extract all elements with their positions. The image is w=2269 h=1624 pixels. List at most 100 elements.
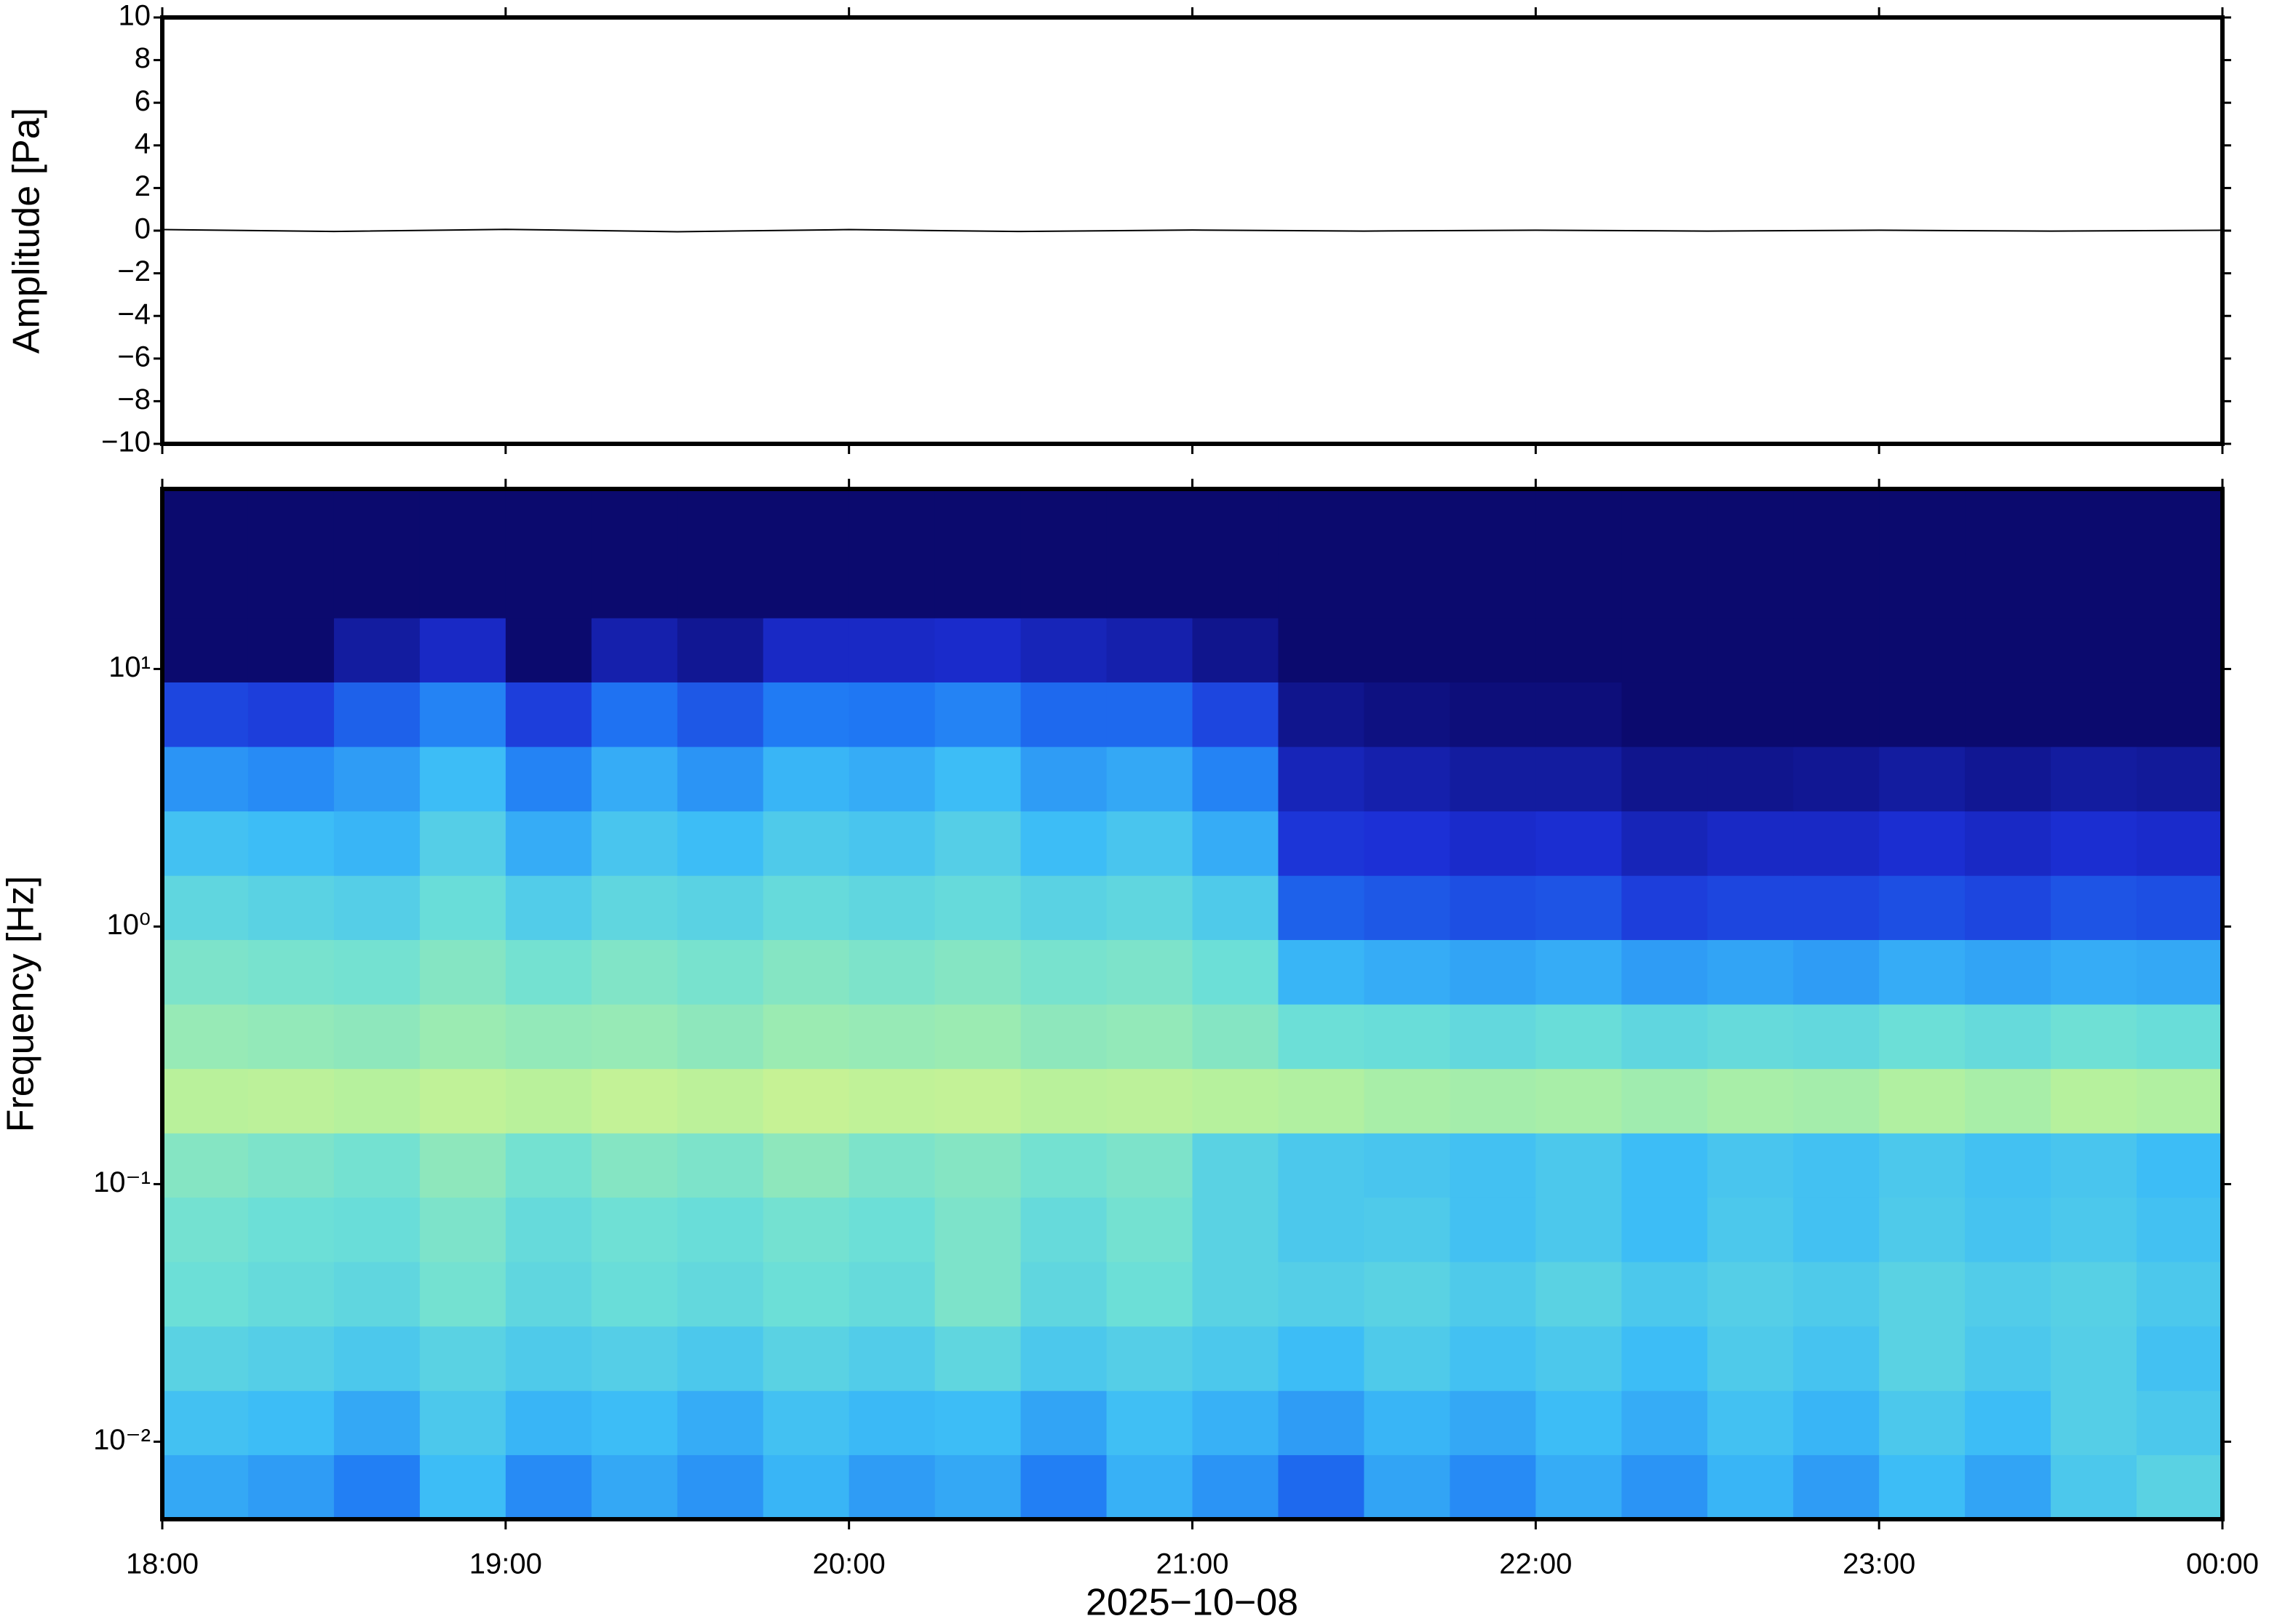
spectrogram-cell	[1535, 875, 1622, 940]
x-tick-label: 19:00	[469, 1548, 542, 1580]
spectrogram-cell	[591, 811, 678, 876]
spectrogram-cell	[1020, 618, 1108, 682]
spectrogram-cell	[849, 1197, 936, 1262]
spectrogram-cell	[505, 939, 592, 1005]
spectrogram-cell	[1707, 618, 1794, 682]
spectrogram-cell	[591, 489, 678, 554]
spectrogram-cell	[1793, 1454, 1880, 1520]
y-tick-label: 6	[135, 85, 151, 117]
spectrogram-cell	[763, 618, 850, 682]
spectrogram-cell	[247, 682, 335, 747]
spectrogram-cell	[333, 1390, 421, 1455]
spectrogram-cell	[1707, 811, 1794, 876]
spectrogram-cell	[247, 1454, 335, 1520]
spectrogram-cell	[505, 1004, 592, 1070]
spectrogram-cell	[2051, 618, 2137, 682]
spectrogram-cell	[2137, 489, 2223, 554]
y-tick-label: 10⁻²	[93, 1424, 151, 1456]
spectrogram-cell	[934, 747, 1022, 812]
spectrogram-cell	[1364, 1004, 1450, 1070]
y-axis-label: Amplitude [Pa]	[6, 108, 48, 354]
spectrogram-cell	[1965, 875, 2051, 940]
spectrogram-cell	[1707, 1390, 1794, 1455]
spectrogram-cell	[1621, 682, 1708, 747]
spectrogram-cell	[1879, 1454, 1966, 1520]
spectrogram-cell	[1793, 1262, 1880, 1327]
spectrogram-cell	[2137, 618, 2223, 682]
spectrogram-cell	[1192, 1004, 1279, 1070]
spectrogram-cell	[2137, 1262, 2223, 1327]
spectrogram-cell	[677, 618, 764, 682]
spectrogram-cell	[333, 682, 421, 747]
spectrogram-cell	[934, 489, 1022, 554]
y-tick-label: −6	[117, 341, 151, 373]
spectrogram-cell	[505, 875, 592, 940]
spectrogram-cell	[1965, 1197, 2051, 1262]
spectrogram-cell	[1450, 939, 1536, 1005]
spectrogram-cell	[2137, 1454, 2223, 1520]
spectrogram-cell	[1879, 747, 1966, 812]
spectrogram-cell	[1020, 1454, 1108, 1520]
spectrogram-cell	[1106, 747, 1193, 812]
spectrogram-cell	[1707, 747, 1794, 812]
spectrogram-cell	[162, 1390, 249, 1455]
spectrogram-cell	[1364, 489, 1450, 554]
spectrogram-cell	[1707, 553, 1794, 618]
spectrogram-cell	[1621, 875, 1708, 940]
spectrogram-cell	[1879, 682, 1966, 747]
spectrogram-cell	[247, 1390, 335, 1455]
spectrogram-cell	[419, 1326, 506, 1391]
spectrogram-cell	[849, 1390, 936, 1455]
spectrogram-cell	[2137, 747, 2223, 812]
spectrogram-cell	[591, 682, 678, 747]
spectrogram-cell	[934, 553, 1022, 618]
spectrogram-cell	[162, 939, 249, 1005]
spectrogram-cell	[505, 747, 592, 812]
spectrogram-cell	[2051, 747, 2137, 812]
spectrogram-cell	[1364, 1197, 1450, 1262]
spectrogram-cell	[1621, 1262, 1708, 1327]
spectrogram-cell	[1879, 1326, 1966, 1391]
y-tick-label: 10⁰	[106, 909, 151, 941]
spectrogram-cell	[1192, 1454, 1279, 1520]
spectrogram-cell	[162, 618, 249, 682]
spectrogram-cell	[763, 939, 850, 1005]
spectrogram-cell	[1450, 875, 1536, 940]
spectrogram-cell	[505, 682, 592, 747]
spectrogram-cell	[1793, 811, 1880, 876]
spectrogram-cell	[1621, 1068, 1708, 1134]
spectrogram-cell	[1364, 875, 1450, 940]
spectrogram-cell	[591, 1197, 678, 1262]
spectrogram-cell	[419, 618, 506, 682]
spectrogram-cell	[1793, 1197, 1880, 1262]
y-tick-label: −10	[101, 426, 151, 458]
spectrogram-cell	[591, 747, 678, 812]
spectrogram-cell	[1192, 875, 1279, 940]
spectrogram-cell	[162, 747, 249, 812]
spectrogram-cell	[419, 553, 506, 618]
spectrogram-cell	[247, 875, 335, 940]
spectrogram-cell	[1106, 1004, 1193, 1070]
spectrogram-cell	[1879, 553, 1966, 618]
spectrogram-cell	[1020, 811, 1108, 876]
spectrogram-cell	[1965, 747, 2051, 812]
spectrogram-cell	[419, 811, 506, 876]
spectrogram-cell	[419, 1390, 506, 1455]
spectrogram-cell	[1965, 1454, 2051, 1520]
spectrogram-cell	[1192, 747, 1279, 812]
spectrogram-cell	[419, 1197, 506, 1262]
spectrogram-cell	[934, 811, 1022, 876]
spectrogram-cell	[419, 1262, 506, 1327]
spectrogram-cell	[505, 618, 592, 682]
spectrogram-cell	[162, 1454, 249, 1520]
y-tick-label: 0	[135, 213, 151, 245]
spectrogram-cell	[2051, 1326, 2137, 1391]
x-tick-label: 22:00	[1499, 1548, 1572, 1580]
spectrogram-cell	[1535, 553, 1622, 618]
spectrogram-cell	[2137, 682, 2223, 747]
y-axis-label: Frequency [Hz]	[0, 876, 42, 1133]
spectrogram-cell	[763, 1390, 850, 1455]
spectrogram-cell	[1535, 1133, 1622, 1198]
spectrogram-cell	[505, 553, 592, 618]
